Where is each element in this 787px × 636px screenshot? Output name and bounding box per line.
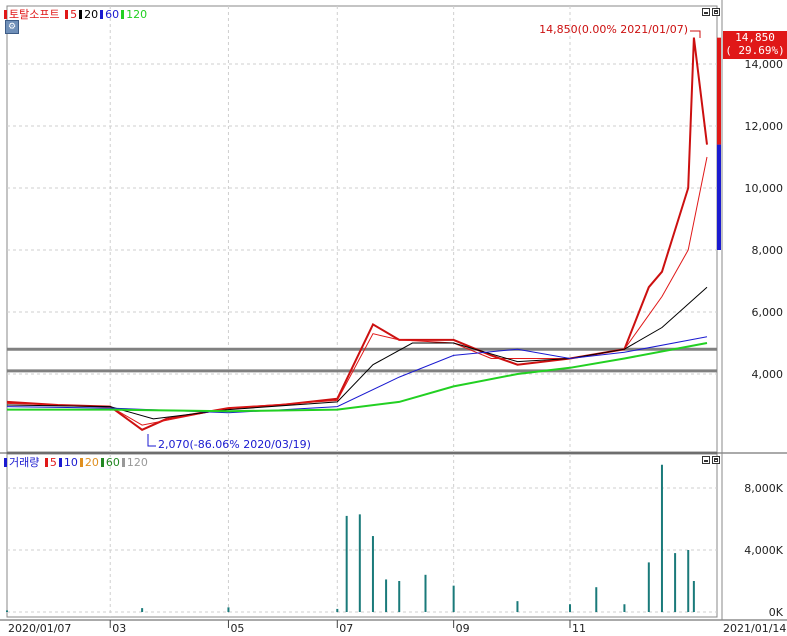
volume-bar — [398, 581, 401, 612]
legend-ma-label: 120 — [126, 456, 148, 469]
legend-mark-icon — [100, 10, 104, 19]
price-tick-label: 4,000 — [752, 368, 784, 381]
legend-ma-label: 60 — [105, 456, 120, 469]
legend-ma-label: 20 — [84, 8, 99, 21]
price-tick-label: 6,000 — [752, 306, 784, 319]
high-annotation: 14,850(0.00% 2021/01/07) — [539, 23, 688, 36]
low-annotation-arrow — [147, 434, 156, 447]
volume-bar — [674, 553, 677, 612]
price-legend: 토탈소프트 5 20 60 120 — [4, 8, 151, 22]
volume-bar — [336, 608, 339, 612]
volume-bar — [623, 604, 626, 612]
legend-mark-icon — [58, 458, 62, 467]
price-tick-label: 8,000 — [752, 244, 784, 257]
volume-bar — [345, 515, 348, 612]
legend-mark-icon — [121, 10, 125, 19]
price-series-ma5 — [6, 156, 708, 426]
legend-ma-label: 60 — [105, 8, 120, 21]
low-annotation: 2,070(-86.06% 2020/03/19) — [158, 438, 311, 451]
volume-bar — [6, 610, 8, 612]
volume-bar — [687, 550, 690, 612]
legend-mark-icon — [100, 458, 104, 467]
legend-ma-label: 120 — [126, 8, 148, 21]
legend-ma-label: 5 — [70, 8, 78, 21]
x-tick-label: 2021/01/14 — [723, 622, 786, 635]
volume-bar — [660, 464, 663, 612]
volume-bar — [141, 608, 144, 612]
volume-title: 거래량 — [9, 456, 40, 469]
last-candle-up — [717, 37, 721, 145]
legend-mark-icon — [4, 458, 7, 467]
x-tick-label: 2020/01/07 — [8, 622, 71, 635]
price-tick-label: 14,000 — [745, 58, 784, 71]
legend-mark-icon — [4, 10, 7, 19]
maximize-volume-button[interactable] — [712, 456, 720, 464]
current-price: 14,850 — [735, 31, 775, 44]
legend-ma-label: 20 — [84, 456, 99, 469]
price-series-ma20 — [6, 286, 708, 420]
volume-tick-label: 0K — [769, 606, 784, 619]
volume-tick-label: 4,000K — [744, 544, 783, 557]
x-tick-label: 11 — [572, 622, 586, 635]
x-tick-label: 09 — [456, 622, 470, 635]
volume-bar — [424, 574, 427, 612]
minimize-volume-button[interactable] — [702, 456, 710, 464]
volume-bar — [452, 585, 455, 612]
volume-bar — [692, 581, 695, 612]
volume-legend: 거래량 5 10 20 60 120 — [4, 456, 152, 470]
legend-ma-label: 10 — [63, 456, 78, 469]
settings-icon[interactable]: ⚙ — [5, 20, 19, 34]
high-annotation-arrow — [690, 30, 701, 38]
legend-mark-icon — [79, 10, 83, 19]
legend-mark-icon — [44, 458, 48, 467]
current-price-tag: 14,850 ( 29.69%) — [723, 31, 787, 59]
x-tick-label: 03 — [112, 622, 126, 635]
price-tick-label: 12,000 — [745, 120, 784, 133]
volume-bar — [385, 579, 388, 612]
legend-mark-icon — [65, 10, 69, 19]
volume-bar — [358, 514, 361, 612]
volume-bar — [516, 601, 519, 612]
maximize-price-button[interactable] — [712, 8, 720, 16]
stock-name: 토탈소프트 — [9, 8, 60, 21]
x-tick-label: 07 — [339, 622, 353, 635]
volume-bar — [227, 607, 230, 612]
legend-mark-icon — [121, 458, 125, 467]
volume-bar — [569, 604, 572, 612]
minimize-price-button[interactable] — [702, 8, 710, 16]
price-series-ma120 — [7, 342, 708, 413]
volume-bar — [371, 536, 374, 612]
price-tick-label: 10,000 — [745, 182, 784, 195]
volume-bar — [647, 562, 650, 612]
volume-tick-label: 8,000K — [744, 482, 783, 495]
x-tick-label: 05 — [230, 622, 244, 635]
current-change: ( 29.69%) — [725, 44, 785, 57]
price-series-price-close- — [6, 37, 708, 431]
volume-bar — [595, 587, 598, 612]
legend-mark-icon — [79, 458, 83, 467]
volume-panel-frame — [6, 453, 718, 618]
price-panel-frame — [6, 5, 718, 453]
legend-ma-label: 5 — [49, 456, 57, 469]
last-candle-down — [717, 144, 721, 250]
